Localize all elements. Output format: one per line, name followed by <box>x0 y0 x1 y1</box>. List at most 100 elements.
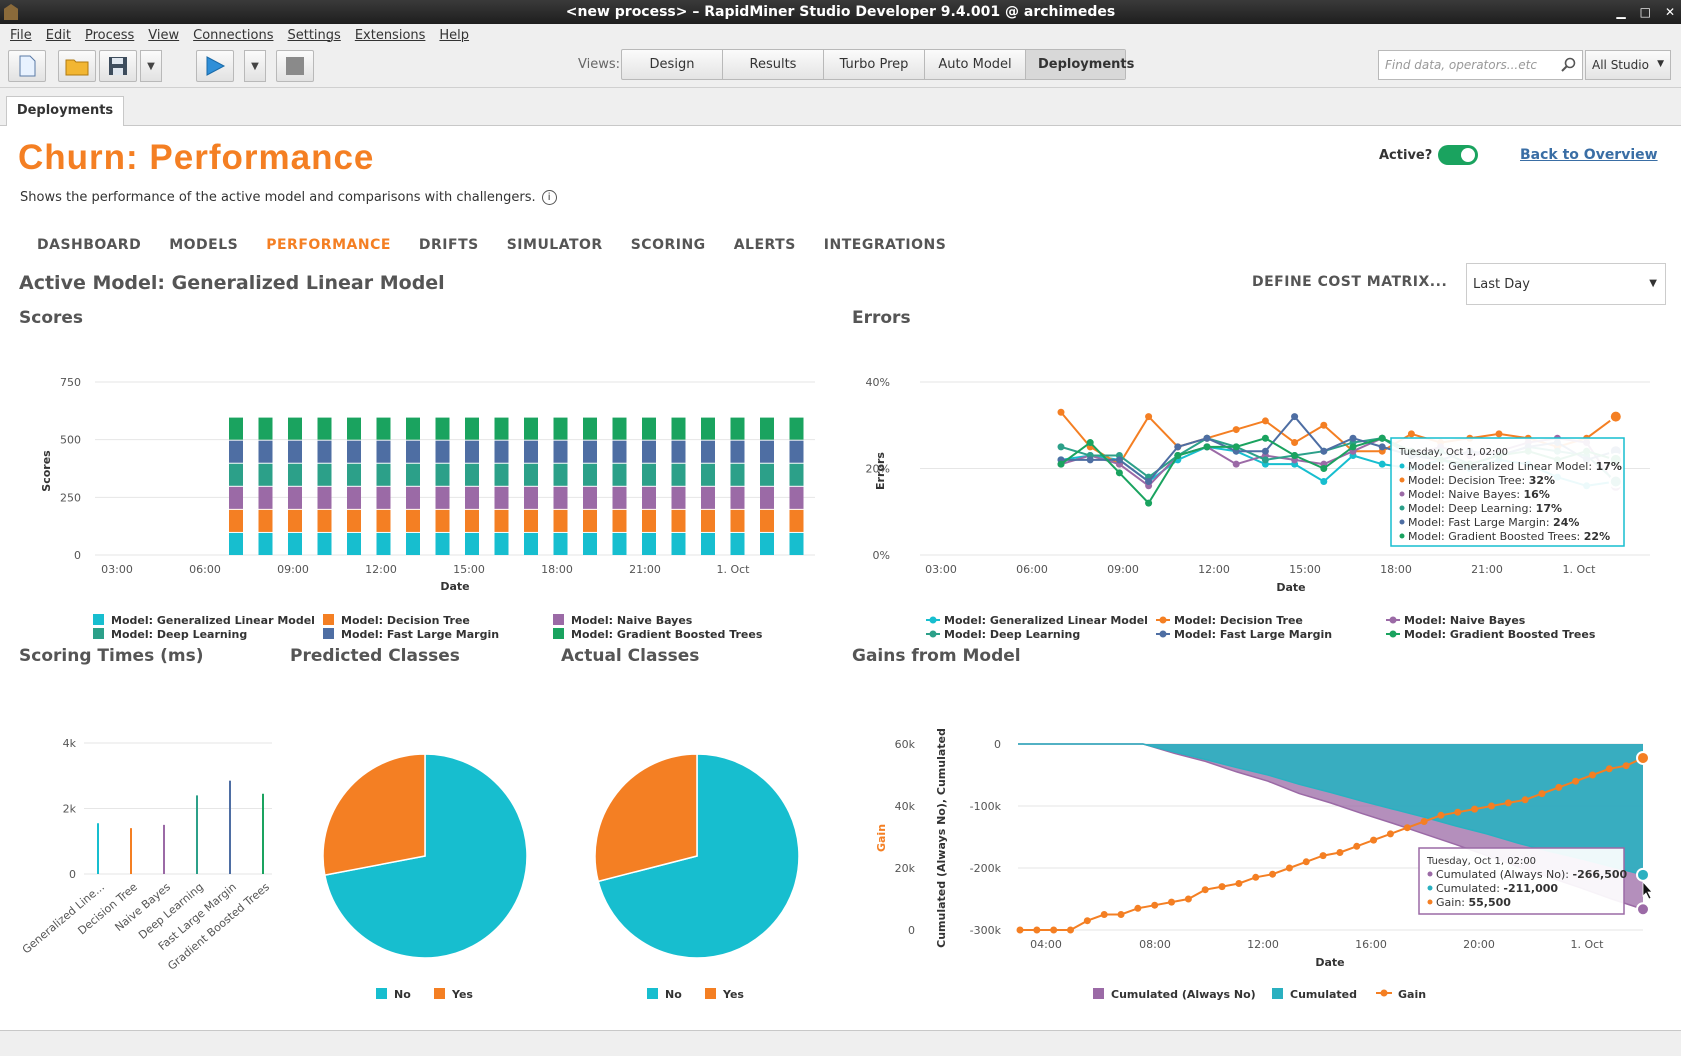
stop-button[interactable] <box>276 50 314 82</box>
view-turbo-prep[interactable]: Turbo Prep <box>824 50 925 79</box>
predicted-classes-legend-label: No <box>394 988 411 1001</box>
gains-point <box>1016 926 1024 934</box>
save-dropdown[interactable]: ▼ <box>140 50 162 82</box>
errors-point <box>1407 430 1415 438</box>
menu-connections[interactable]: Connections <box>193 27 274 43</box>
scores-bar-segment <box>671 532 686 555</box>
gains-tooltip-dot <box>1427 871 1433 877</box>
errors-tooltip-label: Model: Decision Tree: <box>1408 474 1529 487</box>
scores-bar-segment <box>612 509 627 532</box>
back-to-overview-link[interactable]: Back to Overview <box>1520 147 1658 163</box>
view-results[interactable]: Results <box>723 50 824 79</box>
run-button[interactable] <box>196 50 234 82</box>
scores-bar-segment <box>583 463 597 486</box>
scores-bar-segment <box>553 509 568 532</box>
open-button[interactable] <box>58 50 96 82</box>
errors-point <box>1291 452 1299 460</box>
save-button[interactable] <box>99 50 137 82</box>
time-range-select[interactable]: Last Day ▼ <box>1466 263 1666 305</box>
menu-view[interactable]: View <box>148 27 180 43</box>
new-process-button[interactable] <box>8 50 46 82</box>
gains-legend-label: Gain <box>1398 988 1426 1001</box>
gains-legend-marker <box>1093 988 1104 999</box>
scores-bar-segment <box>701 440 715 463</box>
scores-bar-segment <box>642 440 656 463</box>
scores-bar-segment <box>553 463 568 486</box>
search-input[interactable]: Find data, operators...etc <box>1378 50 1583 80</box>
errors-tooltip-value: 17% <box>1596 460 1622 473</box>
errors-point <box>1203 434 1211 442</box>
gains-ytick-left: 0 <box>908 924 915 937</box>
gains-point <box>1302 858 1310 866</box>
time-range-value: Last Day <box>1473 277 1530 292</box>
tab-drifts[interactable]: DRIFTS <box>418 237 479 253</box>
scores-bar-segment <box>760 486 774 509</box>
scores-bar-segment <box>760 509 774 532</box>
info-icon[interactable]: i <box>541 190 557 205</box>
scores-bar-segment <box>406 463 420 486</box>
run-dropdown[interactable]: ▼ <box>244 50 266 82</box>
errors-legend-marker <box>1159 616 1167 624</box>
errors-point <box>1057 408 1065 416</box>
menu-process[interactable]: Process <box>84 27 135 43</box>
tab-deployments[interactable]: Deployments <box>6 96 124 126</box>
define-cost-matrix-button[interactable]: DEFINE COST MATRIX... <box>1252 274 1448 290</box>
errors-tooltip-dot <box>1399 533 1405 539</box>
view-deployments[interactable]: Deployments <box>1026 50 1134 79</box>
view-design[interactable]: Design <box>622 50 723 79</box>
menu-extensions[interactable]: Extensions <box>354 27 426 43</box>
errors-point <box>1320 477 1328 485</box>
errors-legend-marker <box>1389 616 1397 624</box>
tab-performance[interactable]: PERFORMANCE <box>266 237 391 253</box>
menu-settings[interactable]: Settings <box>287 27 341 43</box>
gains-tooltip-row: Gain: 55,500 <box>1436 896 1511 909</box>
gains-legend-label: Cumulated (Always No) <box>1111 988 1256 1001</box>
gains-point <box>1319 852 1327 860</box>
app-icon <box>4 4 18 20</box>
view-auto-model[interactable]: Auto Model <box>925 50 1026 79</box>
tab-dashboard[interactable]: DASHBOARD <box>37 237 142 253</box>
gains-tooltip-label: Cumulated: <box>1436 882 1503 895</box>
scores-bar-segment <box>524 417 538 440</box>
gains-tooltip-dot <box>1427 885 1433 891</box>
menu-edit[interactable]: Edit <box>45 27 71 43</box>
errors-tooltip-row: Model: Generalized Linear Model: 17% <box>1408 460 1622 473</box>
scores-bar-segment <box>435 440 450 463</box>
scores-bar-segment <box>465 509 479 532</box>
scoring-times-bar <box>130 828 132 874</box>
gains-point <box>1538 790 1546 798</box>
errors-tooltip-dot <box>1399 477 1405 483</box>
scores-bar-segment <box>524 532 538 555</box>
tab-simulator[interactable]: SIMULATOR <box>506 237 603 253</box>
scores-bar-segment <box>730 532 745 555</box>
scores-bar-segment <box>760 532 774 555</box>
errors-point <box>1495 430 1503 438</box>
page-title: Churn: Performance <box>18 138 375 177</box>
scores-xtick: 12:00 <box>365 563 397 576</box>
errors-tooltip-row: Model: Naive Bayes: 16% <box>1408 488 1550 501</box>
scores-bar-segment <box>701 509 715 532</box>
search-scope-select[interactable]: All Studio ▼ <box>1585 50 1671 80</box>
minimize-icon[interactable]: ▁ <box>1616 5 1626 19</box>
scores-bar-segment <box>524 486 538 509</box>
tab-integrations[interactable]: INTEGRATIONS <box>823 237 947 253</box>
errors-point <box>1261 456 1269 464</box>
scoring-times-ytick: 4k <box>63 737 77 750</box>
errors-tooltip-row: Model: Decision Tree: 32% <box>1408 474 1555 487</box>
tab-alerts[interactable]: ALERTS <box>733 237 796 253</box>
tab-scoring[interactable]: SCORING <box>630 237 706 253</box>
errors-legend-label: Model: Naive Bayes <box>1404 614 1526 627</box>
menu-help[interactable]: Help <box>439 27 470 43</box>
menu-file[interactable]: File <box>10 27 32 43</box>
scores-legend-marker <box>553 628 564 639</box>
tab-models[interactable]: MODELS <box>169 237 239 253</box>
active-toggle[interactable] <box>1438 145 1478 165</box>
scores-bar-segment <box>494 463 509 486</box>
scores-bar-segment <box>642 509 656 532</box>
maximize-icon[interactable]: □ <box>1639 5 1651 19</box>
scores-bar-segment <box>730 417 745 440</box>
close-icon[interactable]: ✕ <box>1664 5 1675 19</box>
predicted-classes-slice <box>322 753 426 876</box>
errors-xtick: 15:00 <box>1289 563 1321 576</box>
scores-legend-label: Model: Naive Bayes <box>571 614 693 627</box>
